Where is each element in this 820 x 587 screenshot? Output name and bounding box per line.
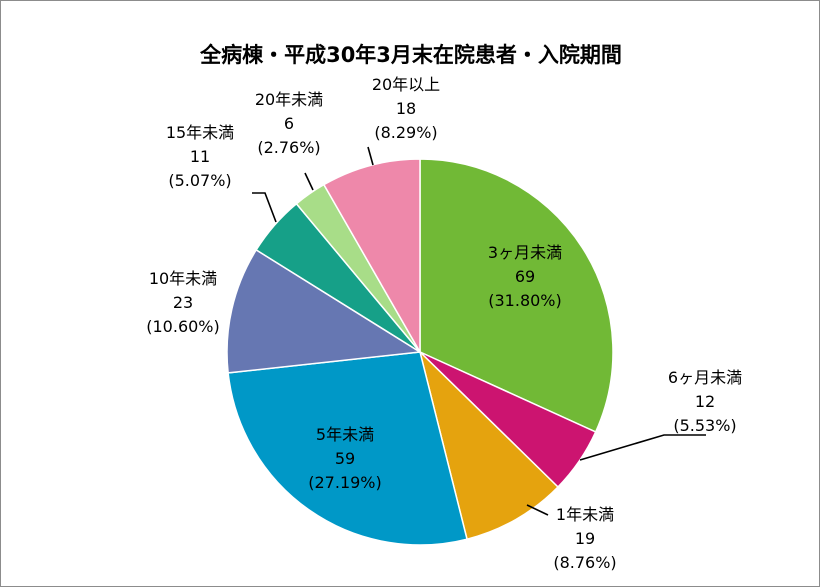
data-label-value: 11 [190, 147, 210, 166]
data-label-value: 69 [515, 267, 535, 286]
data-label-category: 15年未満 [166, 123, 234, 142]
data-label-category: 1年未満 [556, 505, 614, 524]
data-label-category: 3ヶ月未満 [488, 243, 562, 262]
pie-slice [227, 351, 468, 546]
data-label-percent: (5.07%) [168, 171, 231, 190]
data-label-category: 5年未満 [316, 425, 374, 444]
data-label-value: 12 [695, 392, 715, 411]
data-label-category: 20年未満 [255, 90, 323, 109]
pie-slice [418, 349, 560, 541]
data-label-percent: (8.76%) [553, 553, 616, 572]
data-label-percent: (31.80%) [488, 291, 562, 310]
data-label-value: 23 [173, 293, 193, 312]
chart-title: 全病棟・平成30年3月末在院患者・入院期間 [200, 43, 622, 67]
pie-slice [322, 158, 421, 355]
data-label-value: 6 [284, 114, 294, 133]
data-label-percent: (8.29%) [374, 123, 437, 142]
data-label-percent: (27.19%) [308, 473, 382, 492]
data-label-value: 59 [335, 449, 355, 468]
pie-slice [226, 248, 423, 374]
data-label-value: 19 [575, 529, 595, 548]
data-label-value: 18 [396, 99, 416, 118]
pie-slice [419, 158, 614, 433]
leader-line [367, 146, 374, 166]
data-label-percent: (2.76%) [257, 138, 320, 157]
data-label-percent: (5.53%) [673, 416, 736, 435]
data-label-category: 20年以上 [372, 75, 440, 94]
leader-line [252, 192, 277, 223]
data-label-category: 6ヶ月未満 [668, 368, 742, 387]
data-label-category: 10年未満 [149, 269, 217, 288]
leader-line [526, 504, 549, 516]
leader-line [579, 434, 706, 461]
leader-line [304, 172, 314, 191]
data-label-percent: (10.60%) [146, 317, 220, 336]
